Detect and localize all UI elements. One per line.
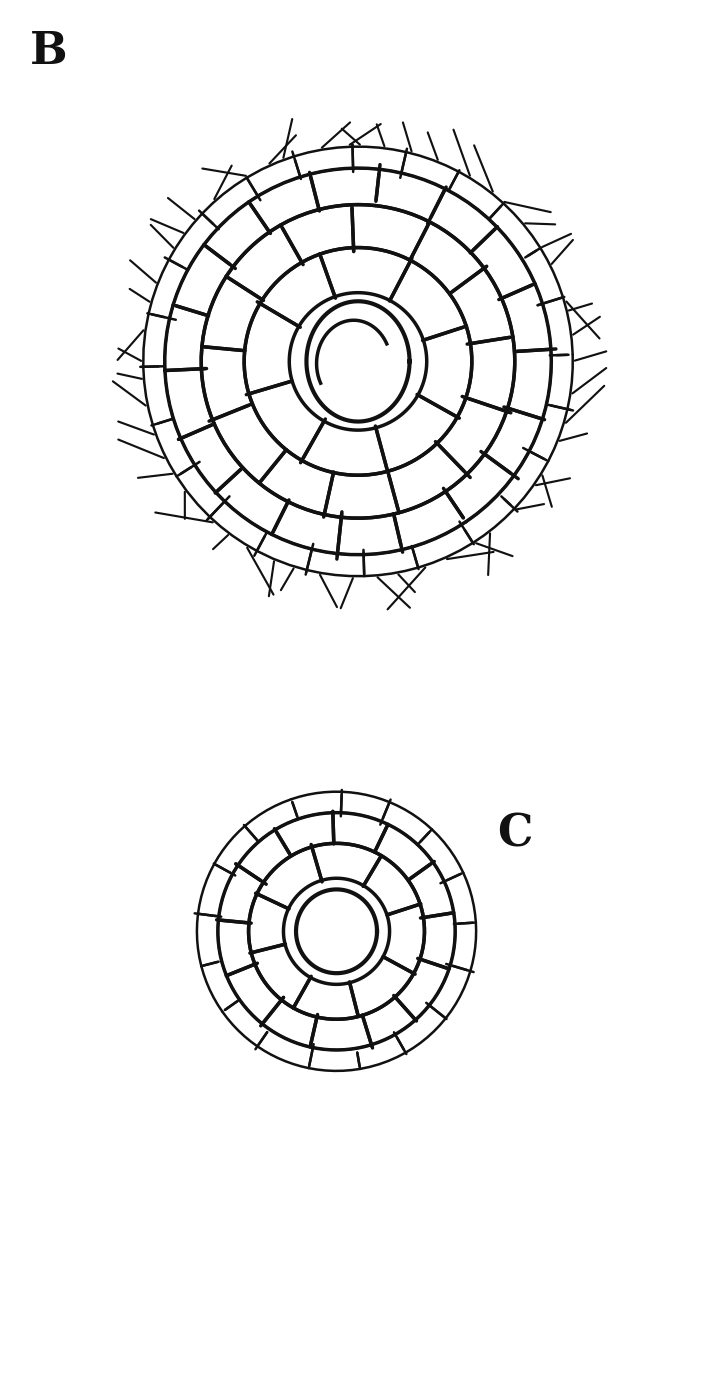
Text: C: C: [497, 813, 533, 856]
Text: B: B: [30, 31, 67, 74]
